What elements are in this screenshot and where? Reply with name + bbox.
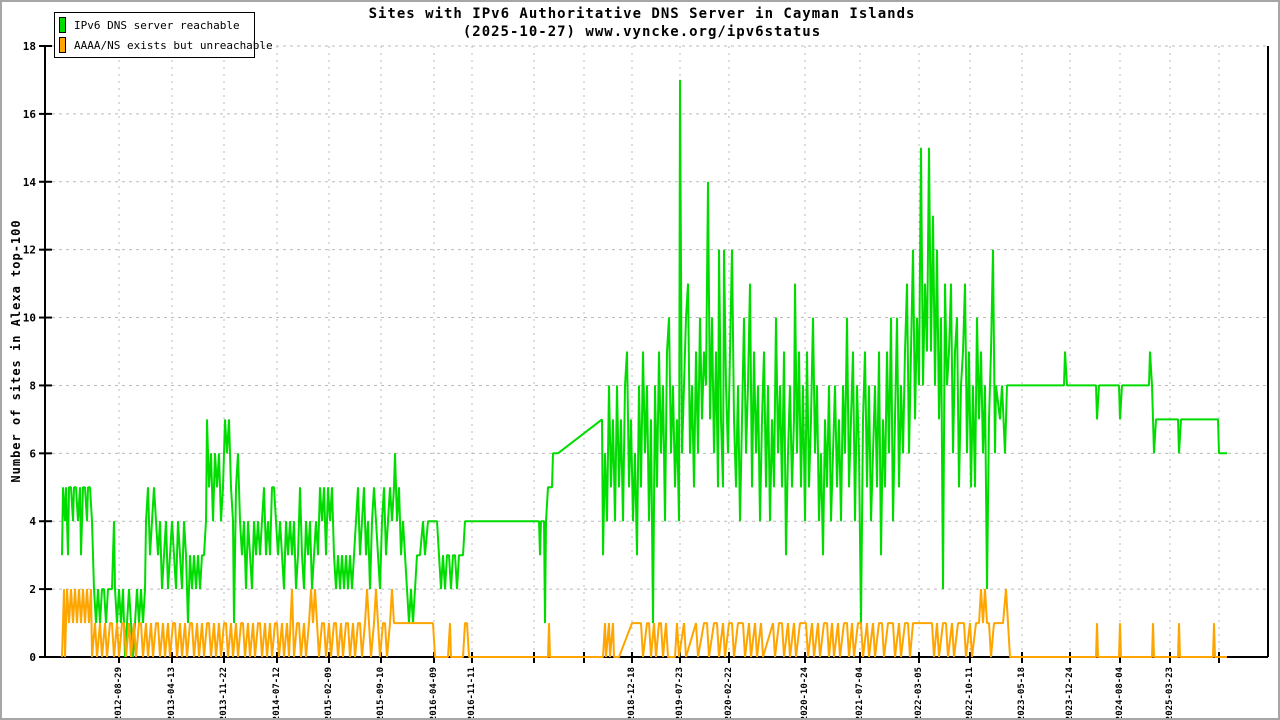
y-tick-label: 16 bbox=[23, 108, 37, 121]
x-tick-label: 2023-05-18 bbox=[1017, 667, 1027, 720]
x-tick-label: 2015-09-10 bbox=[376, 667, 386, 720]
legend-swatch-orange bbox=[59, 37, 66, 53]
series-line-green bbox=[61, 79, 1227, 658]
y-axis-title: Number of sites in Alexa top-100 bbox=[9, 219, 23, 483]
x-tick-label: 2016-11-11 bbox=[467, 667, 477, 720]
legend-box: IPv6 DNS server reachable AAAA/NS exists… bbox=[54, 12, 273, 58]
x-tick-label: 2013-04-13 bbox=[167, 667, 177, 720]
x-tick-label: 2012-08-29 bbox=[114, 667, 124, 720]
x-tick-label: 2020-02-22 bbox=[724, 667, 734, 720]
x-tick-label: 2018-12-18 bbox=[627, 667, 637, 720]
legend-item-unreachable: AAAA/NS exists but unreachable bbox=[59, 35, 273, 55]
y-tick-label: 14 bbox=[23, 176, 37, 189]
x-tick-label: 2024-08-04 bbox=[1115, 666, 1125, 720]
y-tick-label: 8 bbox=[29, 379, 36, 392]
x-tick-label: 2025-03-23 bbox=[1165, 667, 1175, 720]
y-tick-label: 4 bbox=[29, 515, 36, 528]
chart-title-line2: (2025-10-27) www.vyncke.org/ipv6status bbox=[462, 24, 822, 40]
x-tick-label: 2020-10-24 bbox=[800, 666, 810, 720]
y-tick-label: 0 bbox=[29, 651, 36, 664]
y-tick-label: 6 bbox=[29, 447, 36, 460]
y-tick-label: 10 bbox=[23, 312, 36, 325]
x-tick-label: 2021-07-04 bbox=[855, 666, 865, 720]
x-tick-label: 2014-07-12 bbox=[272, 667, 282, 720]
legend-label-unreachable: AAAA/NS exists but unreachable bbox=[74, 38, 273, 52]
y-tick-label: 12 bbox=[23, 244, 36, 257]
x-tick-label: 2013-11-22 bbox=[219, 667, 229, 720]
legend-swatch-green bbox=[59, 17, 66, 33]
x-tick-label: 2019-07-23 bbox=[675, 667, 685, 720]
chart-title-line1: Sites with IPv6 Authoritative DNS Server… bbox=[368, 6, 916, 22]
legend-label-reachable: IPv6 DNS server reachable bbox=[74, 18, 240, 32]
x-tick-label: 2022-10-11 bbox=[965, 667, 975, 720]
legend-item-reachable: IPv6 DNS server reachable bbox=[59, 15, 250, 35]
series-line-orange bbox=[61, 589, 1227, 658]
y-tick-label: 2 bbox=[29, 583, 36, 596]
x-tick-label: 2015-02-09 bbox=[324, 667, 334, 720]
y-tick-label: 18 bbox=[23, 40, 36, 53]
x-tick-label: 2022-03-05 bbox=[914, 667, 924, 720]
x-tick-label: 2016-04-09 bbox=[429, 667, 439, 720]
x-tick-label: 2023-12-24 bbox=[1065, 666, 1075, 720]
